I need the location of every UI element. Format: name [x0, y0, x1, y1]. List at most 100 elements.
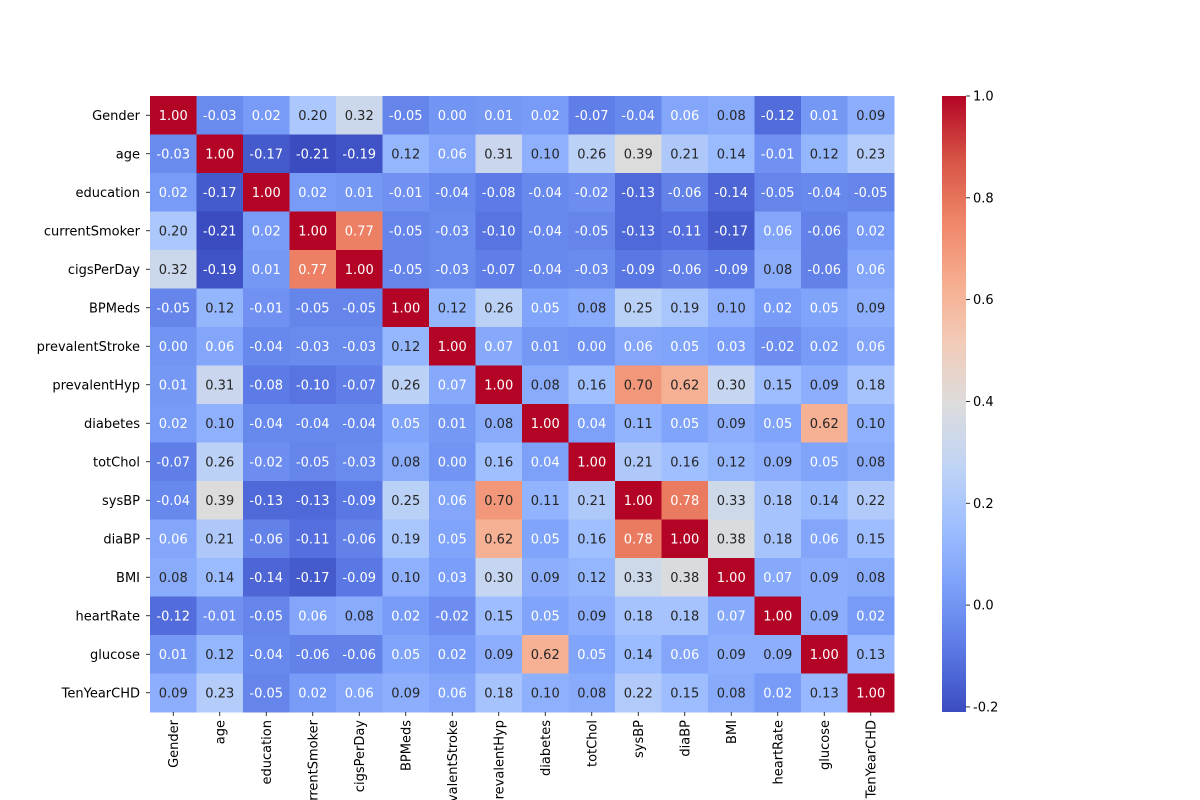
cell-annotation: 0.16	[484, 455, 513, 470]
cell-annotation: 0.03	[438, 571, 467, 586]
heatmap-cell	[336, 635, 383, 674]
cell-annotation: 0.02	[763, 686, 792, 701]
cell-annotation: -0.11	[296, 532, 330, 547]
cell-annotation: -0.12	[156, 609, 190, 624]
heatmap-cell	[847, 635, 895, 674]
heatmap-cell	[661, 134, 709, 174]
cell-annotation: 1.00	[624, 494, 653, 509]
cell-annotation: 0.15	[484, 609, 513, 624]
cell-annotation: 0.16	[670, 455, 699, 470]
heatmap-cell	[429, 327, 476, 366]
heatmap-cell	[196, 596, 244, 636]
cell-annotation: 0.78	[670, 494, 699, 509]
cell-annotation: 0.01	[484, 109, 513, 124]
cell-annotation: 0.12	[391, 340, 420, 355]
cell-annotation: 1.00	[205, 147, 234, 162]
y-tick-label: sysBP	[102, 494, 140, 509]
cell-annotation: -0.13	[296, 494, 330, 509]
heatmap-cell	[661, 211, 709, 251]
cell-annotation: 0.77	[345, 224, 374, 239]
cell-annotation: -0.01	[203, 609, 237, 624]
heatmap-cell	[150, 442, 197, 482]
cell-annotation: -0.17	[714, 224, 748, 239]
cell-annotation: 0.19	[670, 301, 699, 316]
heatmap-cell	[708, 96, 755, 135]
heatmap-cell	[661, 481, 709, 520]
y-tick-label: BMI	[116, 571, 140, 586]
cell-annotation: 0.09	[810, 609, 839, 624]
cell-annotation: -0.06	[668, 263, 702, 278]
heatmap-cell	[847, 134, 895, 174]
cell-annotation: 0.02	[856, 224, 885, 239]
heatmap-cell	[568, 173, 616, 212]
heatmap-cell	[615, 327, 662, 366]
cell-annotation: 0.31	[205, 378, 234, 393]
x-tick-label: TenYearCHD	[864, 720, 879, 799]
heatmap-cell	[661, 173, 709, 212]
cell-annotation: -0.02	[249, 455, 283, 470]
heatmap-cell	[708, 442, 755, 482]
y-tick-label: prevalentStroke	[37, 340, 140, 355]
heatmap-cell	[615, 365, 662, 405]
heatmap-cell	[475, 173, 523, 212]
cell-annotation: -0.13	[249, 494, 283, 509]
heatmap-cell	[336, 558, 383, 597]
cell-annotation: 0.62	[810, 417, 839, 432]
cell-annotation: 0.05	[670, 417, 699, 432]
x-tick-label: currentSmoker	[306, 719, 321, 800]
heatmap-cell	[568, 519, 616, 559]
cell-annotation: 0.32	[345, 109, 374, 124]
x-tick-label: education	[260, 720, 275, 785]
heatmap-cell	[754, 288, 802, 328]
cell-annotation: 0.06	[159, 532, 188, 547]
heatmap-cell	[196, 404, 244, 443]
heatmap-cell	[429, 596, 476, 636]
cell-annotation: 0.18	[484, 686, 513, 701]
cell-annotation: -0.04	[296, 417, 330, 432]
heatmap-cell	[475, 211, 523, 251]
heatmap-cell	[754, 596, 802, 636]
heatmap-cell	[661, 288, 709, 328]
x-tick-label: totChol	[585, 720, 600, 767]
cell-annotation: 0.62	[670, 378, 699, 393]
cell-annotation: -0.04	[249, 648, 283, 663]
heatmap-cell	[754, 404, 802, 443]
cell-annotation: -0.05	[389, 263, 423, 278]
heatmap-cell	[522, 134, 569, 174]
heatmap-cell	[754, 635, 802, 674]
heatmap-cell	[475, 365, 523, 405]
heatmap-cell	[336, 327, 383, 366]
cell-annotation: -0.11	[668, 224, 702, 239]
heatmap-cell	[382, 173, 430, 212]
cell-annotation: 1.00	[717, 571, 746, 586]
heatmap-cell	[661, 250, 709, 289]
cell-annotation: 1.00	[763, 609, 792, 624]
heatmap-cell	[801, 211, 848, 251]
cell-annotation: 0.06	[763, 224, 792, 239]
y-tick-label: TenYearCHD	[61, 686, 140, 701]
heatmap-cell	[382, 558, 430, 597]
cell-annotation: -0.03	[342, 340, 376, 355]
heatmap-cell	[801, 635, 848, 674]
cell-annotation: 0.21	[205, 532, 234, 547]
heatmap-cell	[429, 519, 476, 559]
cell-annotation: 1.00	[531, 417, 560, 432]
heatmap-cell	[196, 288, 244, 328]
heatmap-cell	[754, 211, 802, 251]
heatmap-cell	[801, 250, 848, 289]
heatmap-cell	[336, 519, 383, 559]
heatmap-cell	[847, 96, 895, 135]
cell-annotation: -0.12	[761, 109, 795, 124]
cell-annotation: 0.16	[577, 532, 606, 547]
cell-annotation: 0.26	[205, 455, 234, 470]
cell-annotation: 0.25	[624, 301, 653, 316]
heatmap-cell	[568, 404, 616, 443]
cell-annotation: 0.12	[438, 301, 467, 316]
cell-annotation: -0.13	[621, 186, 655, 201]
cell-annotation: 0.00	[438, 109, 467, 124]
cell-annotation: 0.01	[810, 109, 839, 124]
cell-annotation: 0.02	[810, 340, 839, 355]
heatmap-cell	[708, 211, 755, 251]
cell-annotation: 0.09	[577, 609, 606, 624]
y-tick-label: BPMeds	[89, 301, 140, 316]
